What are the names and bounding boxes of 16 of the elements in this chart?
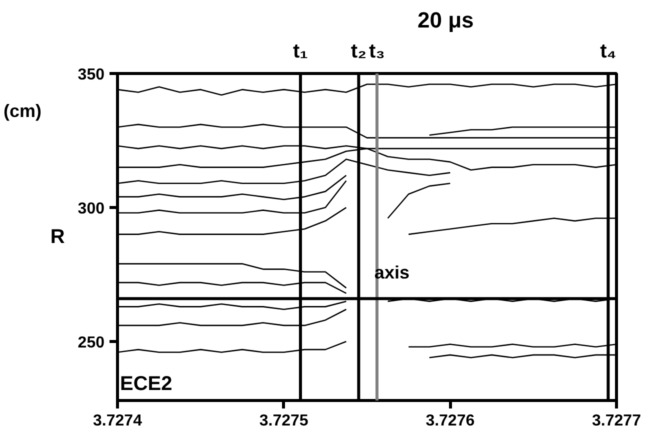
text: (cm) bbox=[3, 101, 42, 122]
y-tick-label: 350 bbox=[78, 66, 105, 84]
ref-line-label: t₂ bbox=[350, 40, 366, 62]
y-tick-label: 300 bbox=[78, 200, 105, 218]
x-tick-label: 3.7274 bbox=[93, 412, 142, 430]
x-tick-label: 3.7277 bbox=[592, 412, 642, 430]
annotation: ECE2 bbox=[120, 373, 172, 396]
x-tick-label: 3.7276 bbox=[426, 412, 475, 430]
ref-line-label: t₄ bbox=[600, 40, 616, 62]
ref-line-label: t₃ bbox=[369, 40, 385, 62]
y-tick-label: 250 bbox=[78, 334, 105, 352]
ref-line-label: axis bbox=[374, 262, 410, 283]
text: 20 μs bbox=[418, 8, 474, 32]
ref-line-label: t₁ bbox=[293, 40, 308, 62]
y-axis-title: R bbox=[50, 226, 66, 248]
x-tick-label: 3.7275 bbox=[259, 412, 308, 430]
